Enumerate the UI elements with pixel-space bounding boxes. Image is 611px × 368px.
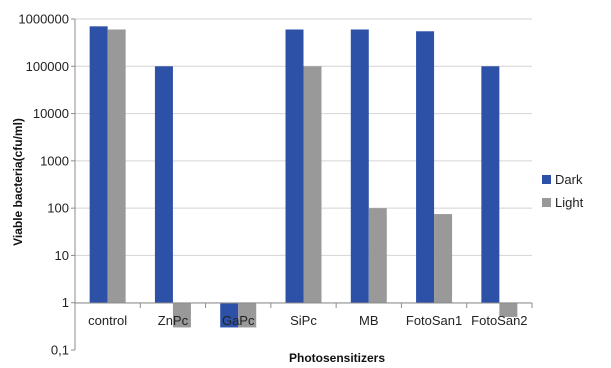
y-tick-label: 10 (55, 248, 69, 263)
y-tick-label: 10000 (33, 106, 69, 121)
x-tick-label: control (88, 313, 127, 328)
bar-dark-control (89, 26, 108, 304)
bar-dark-mb (350, 29, 369, 304)
bar-light-sipc (303, 66, 322, 304)
x-axis-title: Photosensitizers (289, 351, 385, 365)
bar-light-fotosan1 (434, 214, 453, 303)
x-tick-label: SiPc (290, 313, 317, 328)
y-axis-title: Viable bacteria(cfu/ml) (11, 118, 25, 246)
bar-dark-gapc (220, 303, 239, 328)
x-tick-labels: control ZnPc GaPc SiPc MB FotoSan1 FotoSan2 (88, 313, 527, 328)
x-tick-label: FotoSan1 (406, 313, 462, 328)
bar-light-fotosan2 (499, 303, 518, 317)
legend-label-light: Light (555, 195, 584, 210)
x-tick-label: GaPc (222, 313, 255, 328)
legend: Dark Light (542, 172, 584, 210)
x-tick-label: FotoSan2 (471, 313, 527, 328)
x-tick-label: MB (359, 313, 379, 328)
y-tick-label: 100 (47, 201, 69, 216)
y-tick-label: 1000 (40, 153, 69, 168)
y-tick-label: 0,1 (51, 343, 69, 358)
bar-light-mb (368, 208, 387, 303)
bar-light-control (107, 29, 126, 304)
y-tick-label: 1000000 (18, 12, 69, 27)
bar-dark-fotosan2 (481, 66, 500, 304)
bar-light-gapc (238, 303, 257, 328)
x-tick-label: ZnPc (158, 313, 189, 328)
y-tick-label: 1 (62, 295, 69, 310)
bar-dark-sipc (285, 29, 304, 304)
legend-label-dark: Dark (555, 172, 583, 187)
y-tick-label: 100000 (26, 59, 69, 74)
bar-dark-fotosan1 (416, 31, 435, 304)
legend-swatch-light (542, 198, 551, 207)
legend-swatch-dark (542, 175, 551, 184)
bar-dark-znpc (154, 66, 173, 304)
axes (71, 18, 533, 351)
y-tick-labels: 0,1 1 10 100 1000 10000 100000 1000000 (18, 12, 69, 358)
bars (89, 26, 518, 328)
bar-light-znpc (172, 303, 191, 328)
